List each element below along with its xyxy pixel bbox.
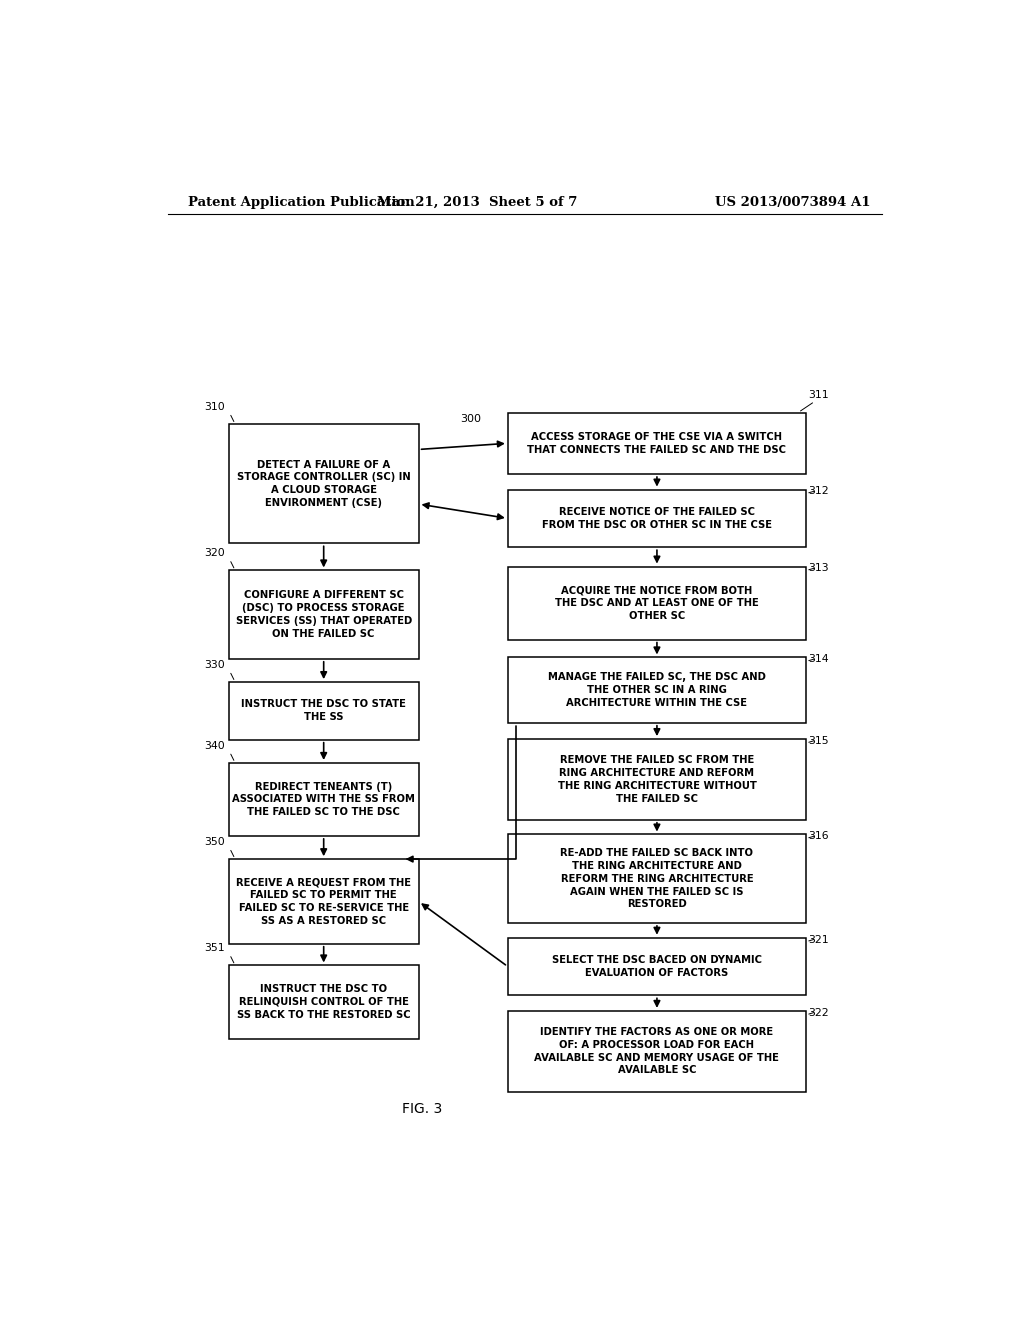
Text: Patent Application Publication: Patent Application Publication [187,195,415,209]
Text: IDENTIFY THE FACTORS AS ONE OR MORE
OF: A PROCESSOR LOAD FOR EACH
AVAILABLE SC A: IDENTIFY THE FACTORS AS ONE OR MORE OF: … [535,1027,779,1076]
Text: US 2013/0073894 A1: US 2013/0073894 A1 [715,195,870,209]
Text: SELECT THE DSC BACED ON DYNAMIC
EVALUATION OF FACTORS: SELECT THE DSC BACED ON DYNAMIC EVALUATI… [552,956,762,978]
Text: 321: 321 [809,935,829,945]
Text: RE-ADD THE FAILED SC BACK INTO
THE RING ARCHITECTURE AND
REFORM THE RING ARCHITE: RE-ADD THE FAILED SC BACK INTO THE RING … [560,849,754,909]
Text: REMOVE THE FAILED SC FROM THE
RING ARCHITECTURE AND REFORM
THE RING ARCHITECTURE: REMOVE THE FAILED SC FROM THE RING ARCHI… [557,755,757,804]
Bar [508,1011,806,1092]
Bar [508,834,806,923]
Text: ACQUIRE THE NOTICE FROM BOTH
THE DSC AND AT LEAST ONE OF THE
OTHER SC: ACQUIRE THE NOTICE FROM BOTH THE DSC AND… [555,585,759,620]
Text: Mar. 21, 2013  Sheet 5 of 7: Mar. 21, 2013 Sheet 5 of 7 [377,195,578,209]
Bar [228,424,419,544]
Bar [508,657,806,723]
Text: 316: 316 [809,832,829,841]
Bar [508,566,806,640]
Text: DETECT A FAILURE OF A
STORAGE CONTROLLER (SC) IN
A CLOUD STORAGE
ENVIRONMENT (CS: DETECT A FAILURE OF A STORAGE CONTROLLER… [237,459,411,508]
Text: 330: 330 [204,660,225,669]
Text: 314: 314 [809,655,829,664]
Text: INSTRUCT THE DSC TO
RELINQUISH CONTROL OF THE
SS BACK TO THE RESTORED SC: INSTRUCT THE DSC TO RELINQUISH CONTROL O… [237,985,411,1020]
Bar [228,859,419,944]
Bar [508,937,806,995]
Bar [508,490,806,548]
Text: 311: 311 [809,391,829,400]
Text: 313: 313 [809,564,829,573]
Text: 315: 315 [809,737,829,746]
Text: RECEIVE NOTICE OF THE FAILED SC
FROM THE DSC OR OTHER SC IN THE CSE: RECEIVE NOTICE OF THE FAILED SC FROM THE… [542,507,772,529]
Bar [228,965,419,1039]
Text: FIG. 3: FIG. 3 [402,1102,442,1117]
Bar [508,739,806,820]
Bar [508,413,806,474]
Text: 312: 312 [809,487,829,496]
Bar [228,570,419,659]
Text: 310: 310 [204,401,225,412]
Text: 340: 340 [204,741,225,751]
Text: 300: 300 [461,414,481,424]
Text: RECEIVE A REQUEST FROM THE
FAILED SC TO PERMIT THE
FAILED SC TO RE-SERVICE THE
S: RECEIVE A REQUEST FROM THE FAILED SC TO … [237,878,412,925]
Text: 320: 320 [204,548,225,558]
Text: REDIRECT TENEANTS (T)
ASSOCIATED WITH THE SS FROM
THE FAILED SC TO THE DSC: REDIRECT TENEANTS (T) ASSOCIATED WITH TH… [232,781,415,817]
Text: INSTRUCT THE DSC TO STATE
THE SS: INSTRUCT THE DSC TO STATE THE SS [242,700,407,722]
Bar [228,763,419,836]
Text: 350: 350 [204,837,225,847]
Text: 322: 322 [809,1007,829,1018]
Text: MANAGE THE FAILED SC, THE DSC AND
THE OTHER SC IN A RING
ARCHITECTURE WITHIN THE: MANAGE THE FAILED SC, THE DSC AND THE OT… [548,672,766,708]
Text: CONFIGURE A DIFFERENT SC
(DSC) TO PROCESS STORAGE
SERVICES (SS) THAT OPERATED
ON: CONFIGURE A DIFFERENT SC (DSC) TO PROCES… [236,590,412,639]
Bar [228,682,419,739]
Text: ACCESS STORAGE OF THE CSE VIA A SWITCH
THAT CONNECTS THE FAILED SC AND THE DSC: ACCESS STORAGE OF THE CSE VIA A SWITCH T… [527,432,786,454]
Text: 351: 351 [204,944,225,953]
